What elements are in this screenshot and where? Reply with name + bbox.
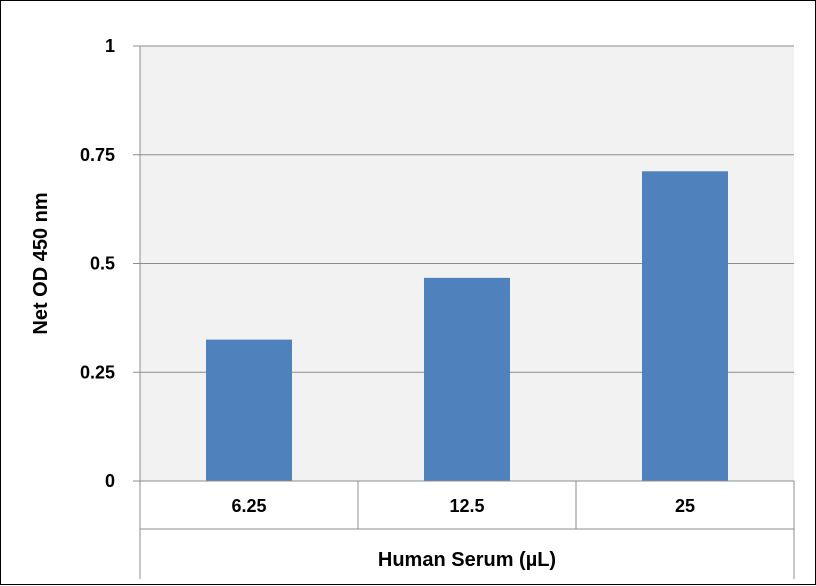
- x-category-labels: 6.25 12.5 25: [231, 496, 695, 516]
- x-category-label: 25: [675, 496, 695, 516]
- y-tick-label: 1: [105, 36, 115, 56]
- bars: [206, 171, 728, 481]
- bar-6-25: [206, 339, 292, 481]
- y-tick-label: 0.5: [90, 254, 115, 274]
- x-category-label: 12.5: [449, 496, 484, 516]
- bar-12-5: [424, 277, 510, 481]
- axes: [139, 46, 795, 579]
- y-tick-labels: 0 0.25 0.5 0.75 1: [80, 36, 140, 491]
- y-tick-label: 0.25: [80, 362, 115, 382]
- y-tick-label: 0.75: [80, 145, 115, 165]
- y-tick-label: 0: [105, 471, 115, 491]
- x-axis-title: Human Serum (µL): [378, 549, 556, 571]
- x-category-label: 6.25: [231, 496, 266, 516]
- y-axis-title: Net OD 450 nm: [30, 192, 52, 334]
- bar-25: [642, 171, 728, 481]
